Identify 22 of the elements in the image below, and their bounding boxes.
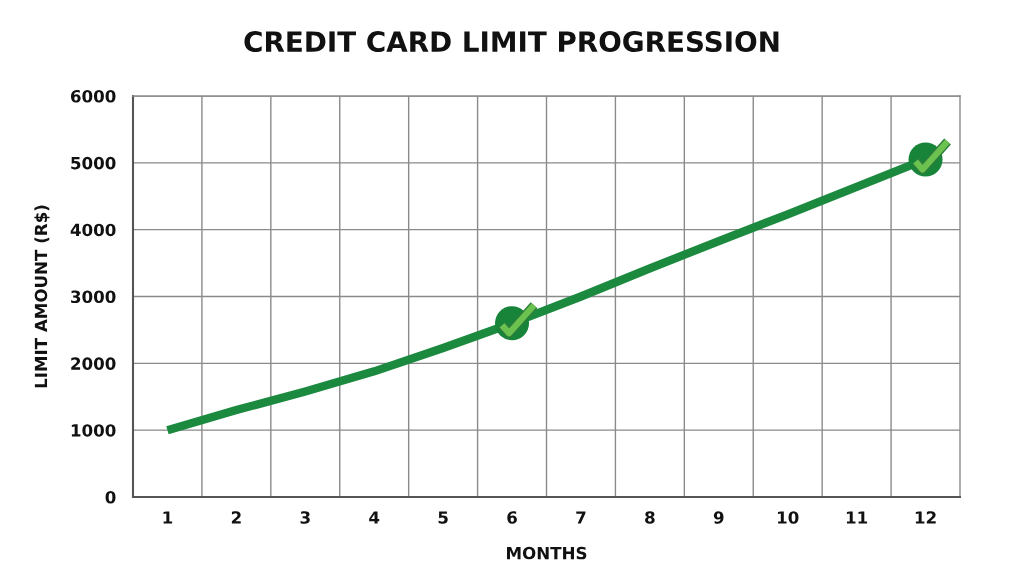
y-tick-label: 2000 (71, 357, 116, 370)
x-tick-label: 5 (438, 511, 448, 524)
x-tick-label: 2 (231, 511, 241, 524)
y-tick-label: 3000 (71, 290, 116, 304)
x-axis-title: MONTHS (507, 546, 587, 560)
x-tick-label: 8 (645, 511, 655, 524)
x-tick-label: 3 (300, 511, 310, 524)
x-tick-label: 6 (507, 511, 517, 524)
y-tick-label: 1000 (71, 424, 116, 437)
y-tick-label: 6000 (70, 89, 116, 103)
x-tick-label: 12 (915, 511, 936, 524)
x-tick-label: 10 (777, 511, 799, 524)
x-tick-label: 7 (576, 511, 586, 524)
x-tick-label: 1 (163, 511, 173, 524)
y-tick-label: 4000 (70, 223, 116, 237)
y-axis-title: LIMIT AMOUNT (R$) (34, 205, 50, 388)
y-tick-label: 5000 (71, 156, 116, 170)
y-tick-label: 0 (105, 490, 116, 504)
x-tick-label: 11 (846, 511, 868, 524)
x-tick-label: 9 (713, 511, 724, 524)
chart-title: CREDIT CARD LIMIT PROGRESSION (244, 31, 779, 53)
x-tick-label: 4 (369, 511, 380, 524)
